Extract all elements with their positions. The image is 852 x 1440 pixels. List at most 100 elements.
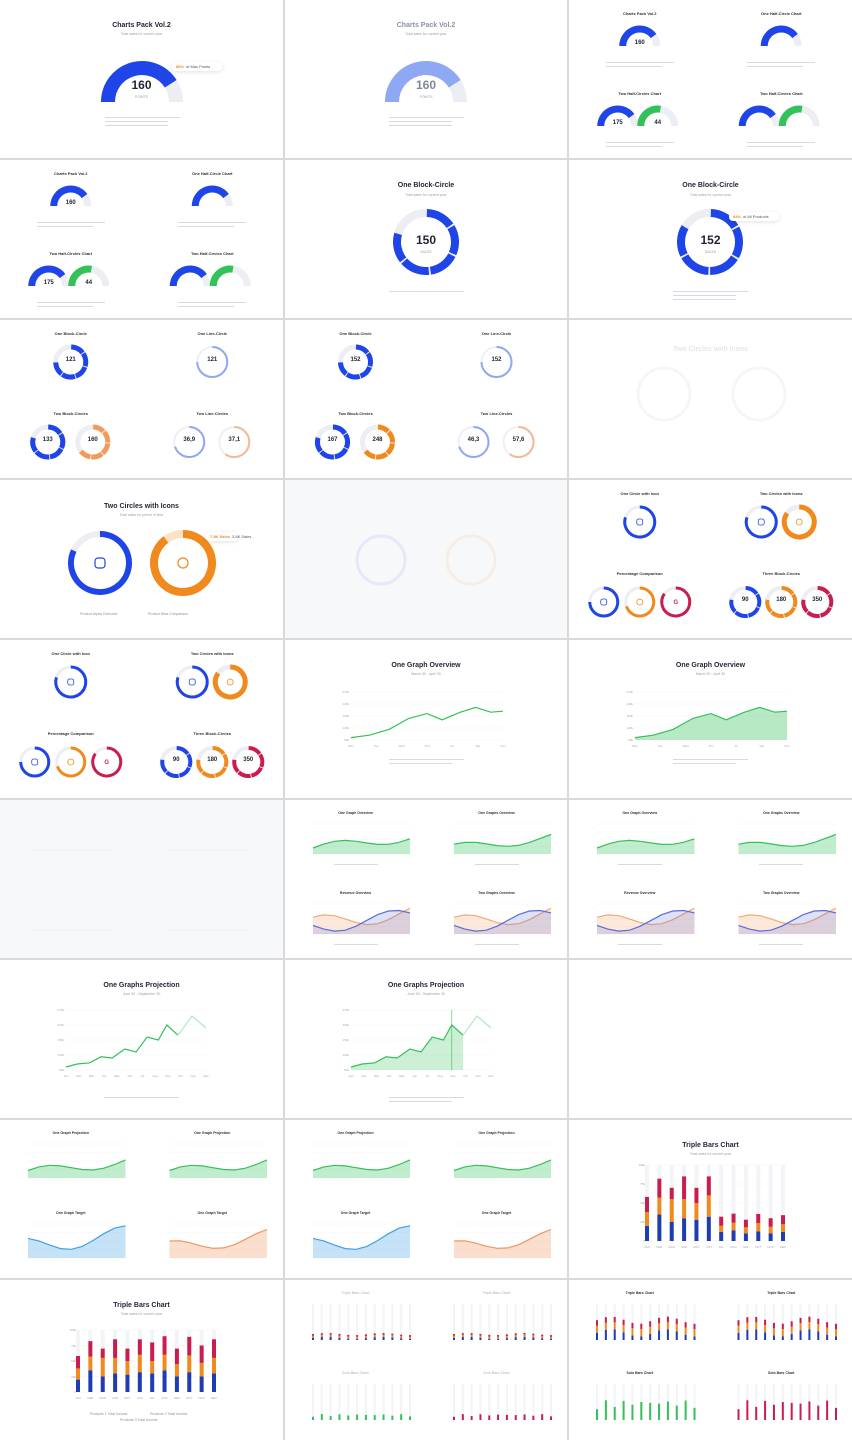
description-line — [605, 62, 674, 63]
chart-xtick: SEP — [742, 1245, 749, 1249]
chart-xtick: MAY — [693, 1245, 700, 1249]
mini-bars-bar — [649, 1321, 652, 1327]
mini-overview-area — [454, 910, 551, 934]
description-line — [105, 117, 180, 118]
chart-ytick: 150k — [342, 1038, 349, 1042]
triple-bar — [212, 1373, 216, 1392]
quad-title: Three Block-Circles — [193, 731, 232, 736]
description-line — [36, 226, 93, 227]
mini-bars-track — [329, 1304, 332, 1340]
mini-bars-bar — [532, 1335, 535, 1338]
mini-bars-bar — [329, 1416, 332, 1420]
icon-circle-fill — [19, 746, 51, 778]
mini-bars-bar — [470, 1336, 473, 1340]
line-circle-fill — [509, 426, 535, 458]
icon-circle-fill — [56, 746, 87, 778]
mini-bars-track — [391, 1384, 394, 1420]
mini-projection-line — [27, 1159, 126, 1172]
chart-ytick: 50k — [640, 1201, 645, 1205]
mini-bars-track — [835, 1384, 837, 1420]
block-circle-segment — [426, 209, 454, 229]
icon-circle-fill — [623, 505, 657, 539]
gauge-value: 175 — [612, 120, 623, 126]
mini-bars-bar — [312, 1335, 314, 1338]
mini-bars-track — [596, 1384, 598, 1420]
chart-ytick: 100k — [57, 1053, 64, 1057]
mini-bars-bar — [596, 1332, 598, 1340]
mini-bars-bar — [400, 1334, 403, 1337]
quad-title: One Graph Target — [340, 1211, 371, 1215]
products-badge-pct: 84% — [733, 214, 742, 219]
slide-subtitle: Total sales for current year — [689, 1152, 732, 1156]
faded-circle — [355, 534, 407, 586]
block-circle-segment — [447, 225, 459, 256]
slide-c21: One Block-Circle One Line-Circle Two Block… — [285, 320, 567, 478]
mini-bars-bar — [772, 1404, 775, 1420]
mini-bars-track — [364, 1384, 367, 1420]
mini-gauge-fill — [637, 105, 661, 127]
slide-c22: Two Circles with Icons — [569, 320, 852, 478]
description-line — [389, 1097, 464, 1098]
block-circle-segment — [819, 606, 832, 618]
circle-value: 121 — [207, 357, 218, 363]
mini-target-area — [28, 1225, 126, 1258]
circle-value: 133 — [42, 437, 53, 443]
slide-title: One Graph Overview — [391, 662, 461, 669]
gauge-fill — [101, 61, 177, 103]
chart-ytick: 150k — [342, 714, 349, 718]
circle-value: 350 — [243, 757, 254, 763]
mini-bars-bar — [409, 1416, 411, 1420]
projection-forecast-line — [177, 1015, 207, 1036]
legend-item: Product Alpha Overview — [80, 612, 118, 616]
mini-bars-bar — [514, 1334, 517, 1338]
mini-bars-bar — [505, 1414, 508, 1420]
chart-ytick: 50k — [71, 1359, 76, 1363]
ring-unit: SALES — [420, 250, 432, 254]
triple-bar — [682, 1176, 687, 1200]
slide-subtitle: Total sales for current year — [689, 193, 732, 197]
slide-c60: One Graphs Projection June 30 - September… — [0, 960, 283, 1118]
mini-overview-area — [597, 838, 695, 854]
block-circle-segment — [258, 753, 265, 768]
instagram-icon — [188, 678, 196, 686]
mini-bars-bar — [347, 1336, 350, 1339]
chart-ytick: 100k — [342, 1053, 349, 1057]
mini-bars-bar — [382, 1332, 385, 1335]
quad-title: Charts Pack Vol.2 — [54, 171, 88, 176]
quad-title: Three Block-Circles — [762, 571, 801, 576]
mini-overview-line — [453, 833, 552, 847]
chart-xtick: Wed — [398, 744, 405, 748]
chart-ytick: 75k — [71, 1343, 76, 1348]
mini-bars-bar — [479, 1414, 482, 1420]
triple-bar — [657, 1214, 662, 1241]
triple-bar — [125, 1374, 130, 1392]
mini-bars-track — [781, 1304, 784, 1340]
mini-bars-bar — [649, 1326, 652, 1334]
chart-ytick: 100k — [342, 726, 349, 730]
mini-bars-track — [523, 1304, 526, 1340]
mini-bars-bar — [631, 1404, 634, 1420]
mini-target-line — [27, 1225, 126, 1250]
mini-bars-track — [347, 1384, 350, 1420]
mini-target-line — [312, 1225, 411, 1250]
description-line — [333, 864, 378, 865]
mini-bars-bar — [312, 1334, 314, 1336]
chart-xtick: APR — [111, 1396, 119, 1400]
mini-bars-bar — [320, 1336, 323, 1340]
mini-bars-bar — [604, 1317, 607, 1323]
mini-bars-bar — [400, 1338, 403, 1340]
block-circle-segment — [201, 770, 215, 778]
chart-xtick: NOV — [767, 1245, 774, 1249]
quad-title: Two Graphs Overview — [762, 891, 800, 895]
gauge-value: 44 — [654, 120, 662, 126]
quad-title: Revenue Overview — [624, 891, 656, 895]
slide-subtitle: Total sales for period of time — [119, 513, 164, 517]
mini-bars-bar — [373, 1337, 376, 1340]
mini-bars-bar — [764, 1325, 767, 1333]
mini-bars-bar — [391, 1335, 394, 1338]
mini-bars-bar — [622, 1325, 625, 1333]
slide-c51: One Graph Overview One Graphs Overview Rev… — [285, 800, 567, 958]
quad-title: Two Graphs Overview — [478, 891, 515, 895]
mini-bars-bar — [470, 1334, 473, 1337]
mini-bars-bar — [604, 1400, 607, 1420]
